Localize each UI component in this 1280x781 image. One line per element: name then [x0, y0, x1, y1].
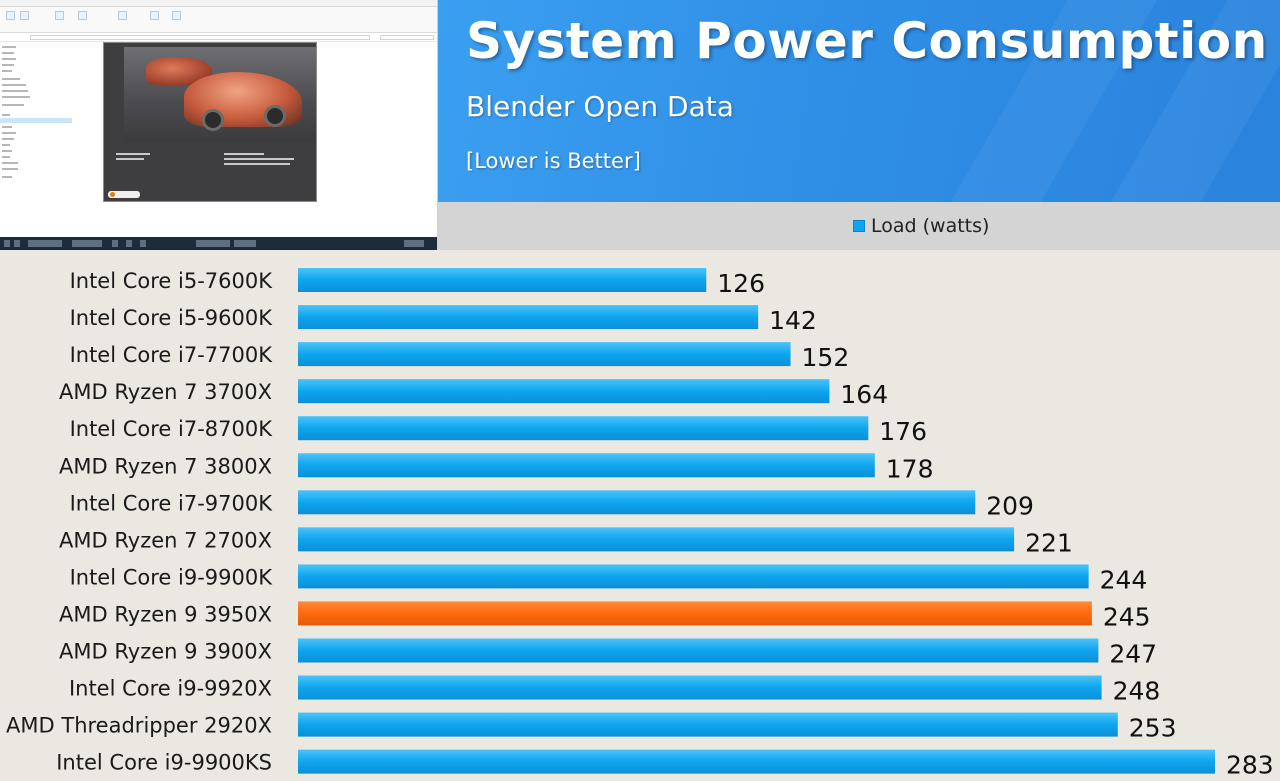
category-label: AMD Threadripper 2920X [6, 714, 272, 738]
ribbon-icon [78, 11, 87, 20]
category-label: Intel Core i9-9920X [69, 677, 272, 701]
category-label: AMD Ryzen 7 3700X [59, 380, 272, 404]
ribbon-icon [150, 11, 159, 20]
title-banner: System Power Consumption Blender Open Da… [438, 0, 1280, 202]
category-label: AMD Ryzen 7 2700X [59, 528, 272, 552]
nav-row [2, 168, 18, 170]
category-label: Intel Core i9-9900K [70, 565, 274, 589]
category-label: Intel Core i9-9900KS [56, 751, 272, 775]
bar-chart-svg: Intel Core i5-7600K 126 Intel Core i5-9600… [6, 268, 1274, 780]
ribbon-icon [20, 11, 29, 20]
bar [298, 638, 1099, 663]
nav-row [2, 46, 16, 48]
category-label: AMD Ryzen 7 3800X [59, 454, 272, 478]
nav-row [2, 176, 12, 178]
render-image [124, 47, 316, 142]
nav-row [2, 70, 12, 72]
category-label: AMD Ryzen 9 3900X [59, 640, 272, 664]
bar-chart: Intel Core i5-7600K 126 Intel Core i5-9600… [0, 250, 1280, 781]
category-label: Intel Core i7-9700K [70, 491, 274, 515]
value-label: 247 [1109, 640, 1157, 669]
value-label: 142 [769, 306, 817, 335]
value-label: 176 [879, 417, 927, 446]
category-label: Intel Core i5-9600K [70, 306, 274, 330]
nav-row [2, 58, 16, 60]
explorer-nav-pane [0, 42, 72, 237]
value-label: 164 [840, 380, 888, 409]
value-label: 253 [1129, 714, 1177, 743]
value-label: 126 [717, 269, 765, 298]
legend: Load (watts) [438, 202, 1280, 250]
nav-row [2, 96, 30, 98]
category-label: Intel Core i7-7700K [70, 343, 274, 367]
nav-row [2, 126, 12, 128]
ribbon-icon [172, 11, 181, 20]
wheel-image [264, 105, 286, 127]
benchmark-screenshot [0, 0, 438, 250]
nav-row [2, 84, 26, 86]
address-field [30, 35, 370, 40]
value-label: 209 [986, 491, 1034, 520]
chart-title: System Power Consumption [466, 12, 1268, 70]
nav-row [2, 144, 10, 146]
nav-row [2, 52, 14, 54]
value-label: 248 [1113, 677, 1161, 706]
explorer-ribbon-tabs [0, 0, 437, 7]
blender-render-window [103, 42, 317, 202]
chart-note: [Lower is Better] [466, 149, 641, 173]
explorer-search-field [380, 35, 434, 40]
ribbon-icon [55, 11, 64, 20]
nav-row [2, 132, 16, 134]
nav-row [2, 156, 10, 158]
bar [298, 453, 875, 478]
bar [298, 342, 791, 367]
value-label: 244 [1100, 565, 1148, 594]
explorer-ribbon [0, 7, 437, 33]
windows-taskbar [0, 237, 437, 250]
bar [298, 490, 976, 515]
bar [298, 712, 1118, 737]
bar [298, 675, 1102, 700]
bar [298, 564, 1089, 589]
bar [298, 268, 707, 292]
render-info [114, 151, 304, 173]
blender-logo [108, 191, 140, 198]
bar [298, 305, 759, 330]
bar [298, 749, 1215, 774]
bar [298, 416, 869, 441]
value-label: 178 [886, 454, 934, 483]
ribbon-icon [118, 11, 127, 20]
nav-row-selected [0, 118, 72, 123]
bar [298, 379, 830, 404]
bar [298, 527, 1015, 552]
legend-swatch [853, 220, 865, 232]
value-label: 283 [1226, 751, 1274, 780]
chart-subtitle: Blender Open Data [466, 90, 734, 123]
value-label: 245 [1103, 602, 1151, 631]
bar-highlighted [298, 601, 1092, 626]
value-label: 221 [1025, 528, 1073, 557]
nav-row [2, 162, 18, 164]
explorer-address-bar [0, 33, 437, 42]
category-label: AMD Ryzen 9 3950X [59, 602, 272, 626]
nav-row [2, 90, 28, 92]
ribbon-icon [6, 11, 15, 20]
nav-row [2, 64, 14, 66]
value-label: 152 [802, 343, 850, 372]
nav-row [2, 78, 20, 80]
legend-item: Load (watts) [853, 215, 990, 237]
category-label: Intel Core i5-7600K [70, 269, 274, 293]
nav-row [2, 104, 24, 106]
nav-row [2, 114, 10, 116]
nav-row [2, 150, 12, 152]
wheel-image [202, 109, 224, 131]
nav-row [2, 138, 14, 140]
category-label: Intel Core i7-8700K [70, 417, 274, 441]
legend-label: Load (watts) [871, 215, 990, 237]
